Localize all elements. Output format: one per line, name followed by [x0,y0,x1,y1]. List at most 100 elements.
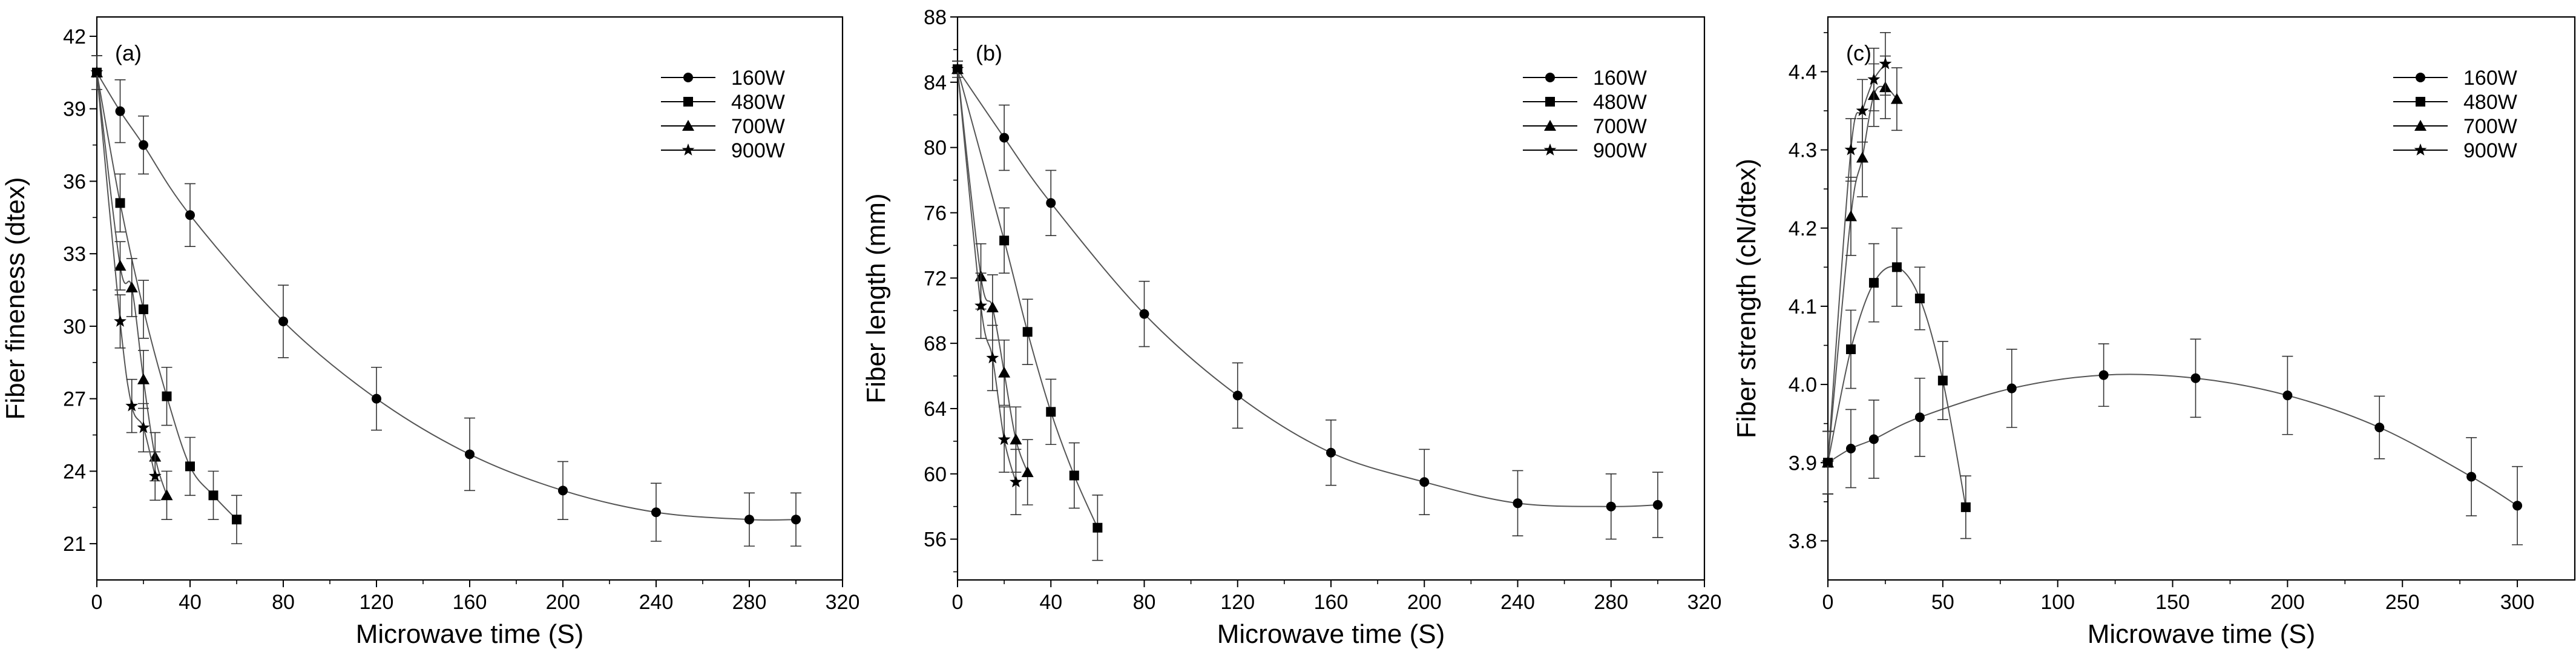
data-point [114,260,126,271]
data-point [185,210,195,220]
series-line [1827,374,2518,507]
x-tick-label: 240 [1500,591,1535,614]
data-point [1856,151,1868,163]
data-point [1844,210,1857,222]
data-point [1891,262,1902,272]
legend-marker [2414,143,2427,156]
data-point [1046,198,1056,208]
data-point [185,461,195,472]
series-line [957,69,1017,482]
data-point [2282,390,2293,401]
series-line [96,72,156,476]
data-point [1868,278,1879,288]
data-point [1139,309,1149,319]
data-point [1856,104,1869,116]
x-tick-label: 160 [453,591,487,614]
panel-label: (c) [1846,41,1871,65]
legend-label: 700W [2463,115,2517,138]
legend-label: 480W [2463,91,2517,114]
data-point [1046,407,1056,417]
series-700W: 700W [91,55,785,521]
x-tick-label: 80 [272,591,295,614]
legend-marker [683,73,693,82]
y-tick-label: 4.1 [1789,295,1817,318]
data-point [1867,73,1881,85]
legend-marker [683,97,693,107]
series-900W: 900W [90,55,785,501]
x-tick-label: 0 [1822,591,1834,614]
data-point [1844,143,1858,156]
data-point [125,399,139,412]
y-tick-label: 68 [924,332,947,355]
data-point [791,515,801,525]
legend-marker [682,143,695,156]
data-point [1821,456,1835,469]
data-point [137,373,150,384]
series-480W: 480W [91,55,785,544]
legend-label: 700W [731,115,785,138]
legend-label: 480W [731,91,785,114]
x-tick-label: 240 [639,591,674,614]
plot-frame [1827,16,2576,581]
series-line [957,68,1658,507]
data-point [1326,447,1336,458]
legend-marker [1545,97,1555,107]
legend-label: 480W [1593,91,1647,114]
data-point [372,393,381,404]
y-tick-label: 88 [924,6,947,29]
data-point [986,301,999,312]
data-point [278,316,288,326]
y-tick-label: 27 [63,388,86,411]
legend-marker [2416,97,2425,107]
y-tick-label: 64 [924,398,947,421]
data-point [465,449,475,459]
data-point [139,140,148,150]
legend-label: 900W [731,139,785,162]
series-160W: 160W [1822,67,2523,545]
x-tick-label: 280 [1594,591,1628,614]
data-point [115,106,125,116]
y-tick-label: 30 [63,315,86,338]
data-point [974,299,988,312]
x-tick-label: 120 [1220,591,1255,614]
panel-b-fiber-length: 0 40 80 120 160 200 240 280 320 56 60 64 68 72 76 80 84 8… [861,6,1721,649]
data-point [162,391,172,401]
data-point [232,515,242,525]
y-tick-label: 21 [63,533,86,556]
y-axis-title: Fiber strength (cN/dtex) [1732,159,1761,438]
legend-marker [1543,143,1557,156]
y-tick-label: 60 [924,463,947,486]
legend-marker [1545,73,1555,82]
panel-label: (a) [115,41,142,65]
data-point [1914,412,1925,423]
data-point [997,433,1011,446]
legend-marker [2416,73,2425,82]
y-tick-label: 42 [63,25,86,48]
data-point [1652,500,1663,510]
data-point [1845,344,1856,354]
x-tick-label: 100 [2040,591,2075,614]
data-point [139,304,148,314]
y-tick-label: 76 [924,202,947,225]
legend-label: 900W [1593,139,1647,162]
plot-frame [956,16,1706,581]
data-point [1879,57,1892,70]
data-point [998,366,1011,378]
data-point [160,489,173,501]
series-160W: 160W [952,60,1663,540]
y-tick-label: 3.8 [1789,530,1817,553]
x-tick-label: 200 [2270,591,2305,614]
data-point [999,133,1010,143]
data-point [2006,383,2017,393]
legend-label: 160W [2463,67,2517,90]
y-axis-title: Fiber length (mm) [861,193,891,403]
data-point [148,469,162,482]
data-point [2374,423,2385,433]
series-480W: 480W [1822,91,2517,539]
data-point [1010,433,1022,445]
data-point [1232,390,1243,401]
legend-marker [2414,120,2426,131]
data-point [1021,466,1034,478]
series-160W: 160W [91,55,801,547]
